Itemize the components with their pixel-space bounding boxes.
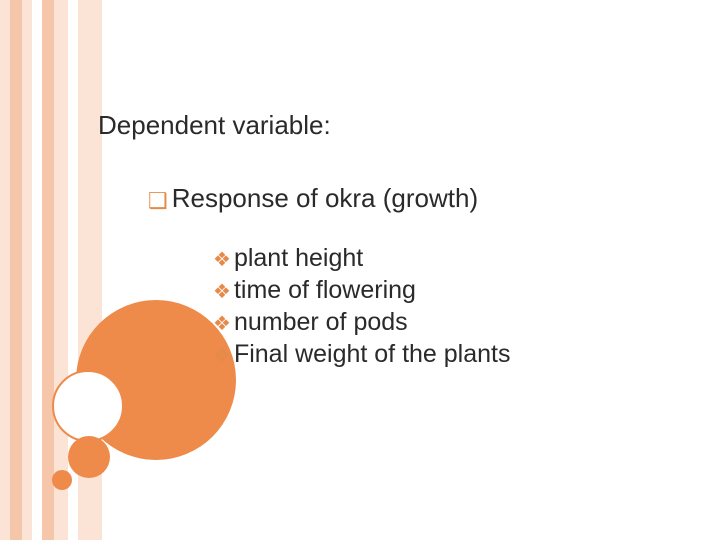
level2-item: ❖ plant height [213,244,720,273]
level2-item: ❖Final weight of the plants [213,340,720,369]
level1-text: Response of okra (growth) [172,183,478,213]
diamond-bullet-icon: ❖ [213,279,231,304]
level1-item: ❑Response of okra (growth) [98,183,720,214]
slide-content: Dependent variable: ❑Response of okra (g… [0,0,720,540]
diamond-bullet-icon: ❖ [213,311,231,336]
level2-item: ❖ number of pods [213,308,720,337]
level2-text: Final weight of the plants [234,340,511,369]
diamond-bullet-icon: ❖ [213,247,231,272]
level2-text: plant height [234,244,363,273]
level2-list: ❖ plant height❖ time of flowering❖ numbe… [98,244,720,369]
slide-title: Dependent variable: [98,110,720,141]
square-bullet-icon: ❑ [148,188,168,213]
level2-text: number of pods [234,308,408,337]
level2-item: ❖ time of flowering [213,276,720,305]
level2-text: time of flowering [234,276,416,305]
diamond-bullet-icon: ❖ [213,343,231,368]
